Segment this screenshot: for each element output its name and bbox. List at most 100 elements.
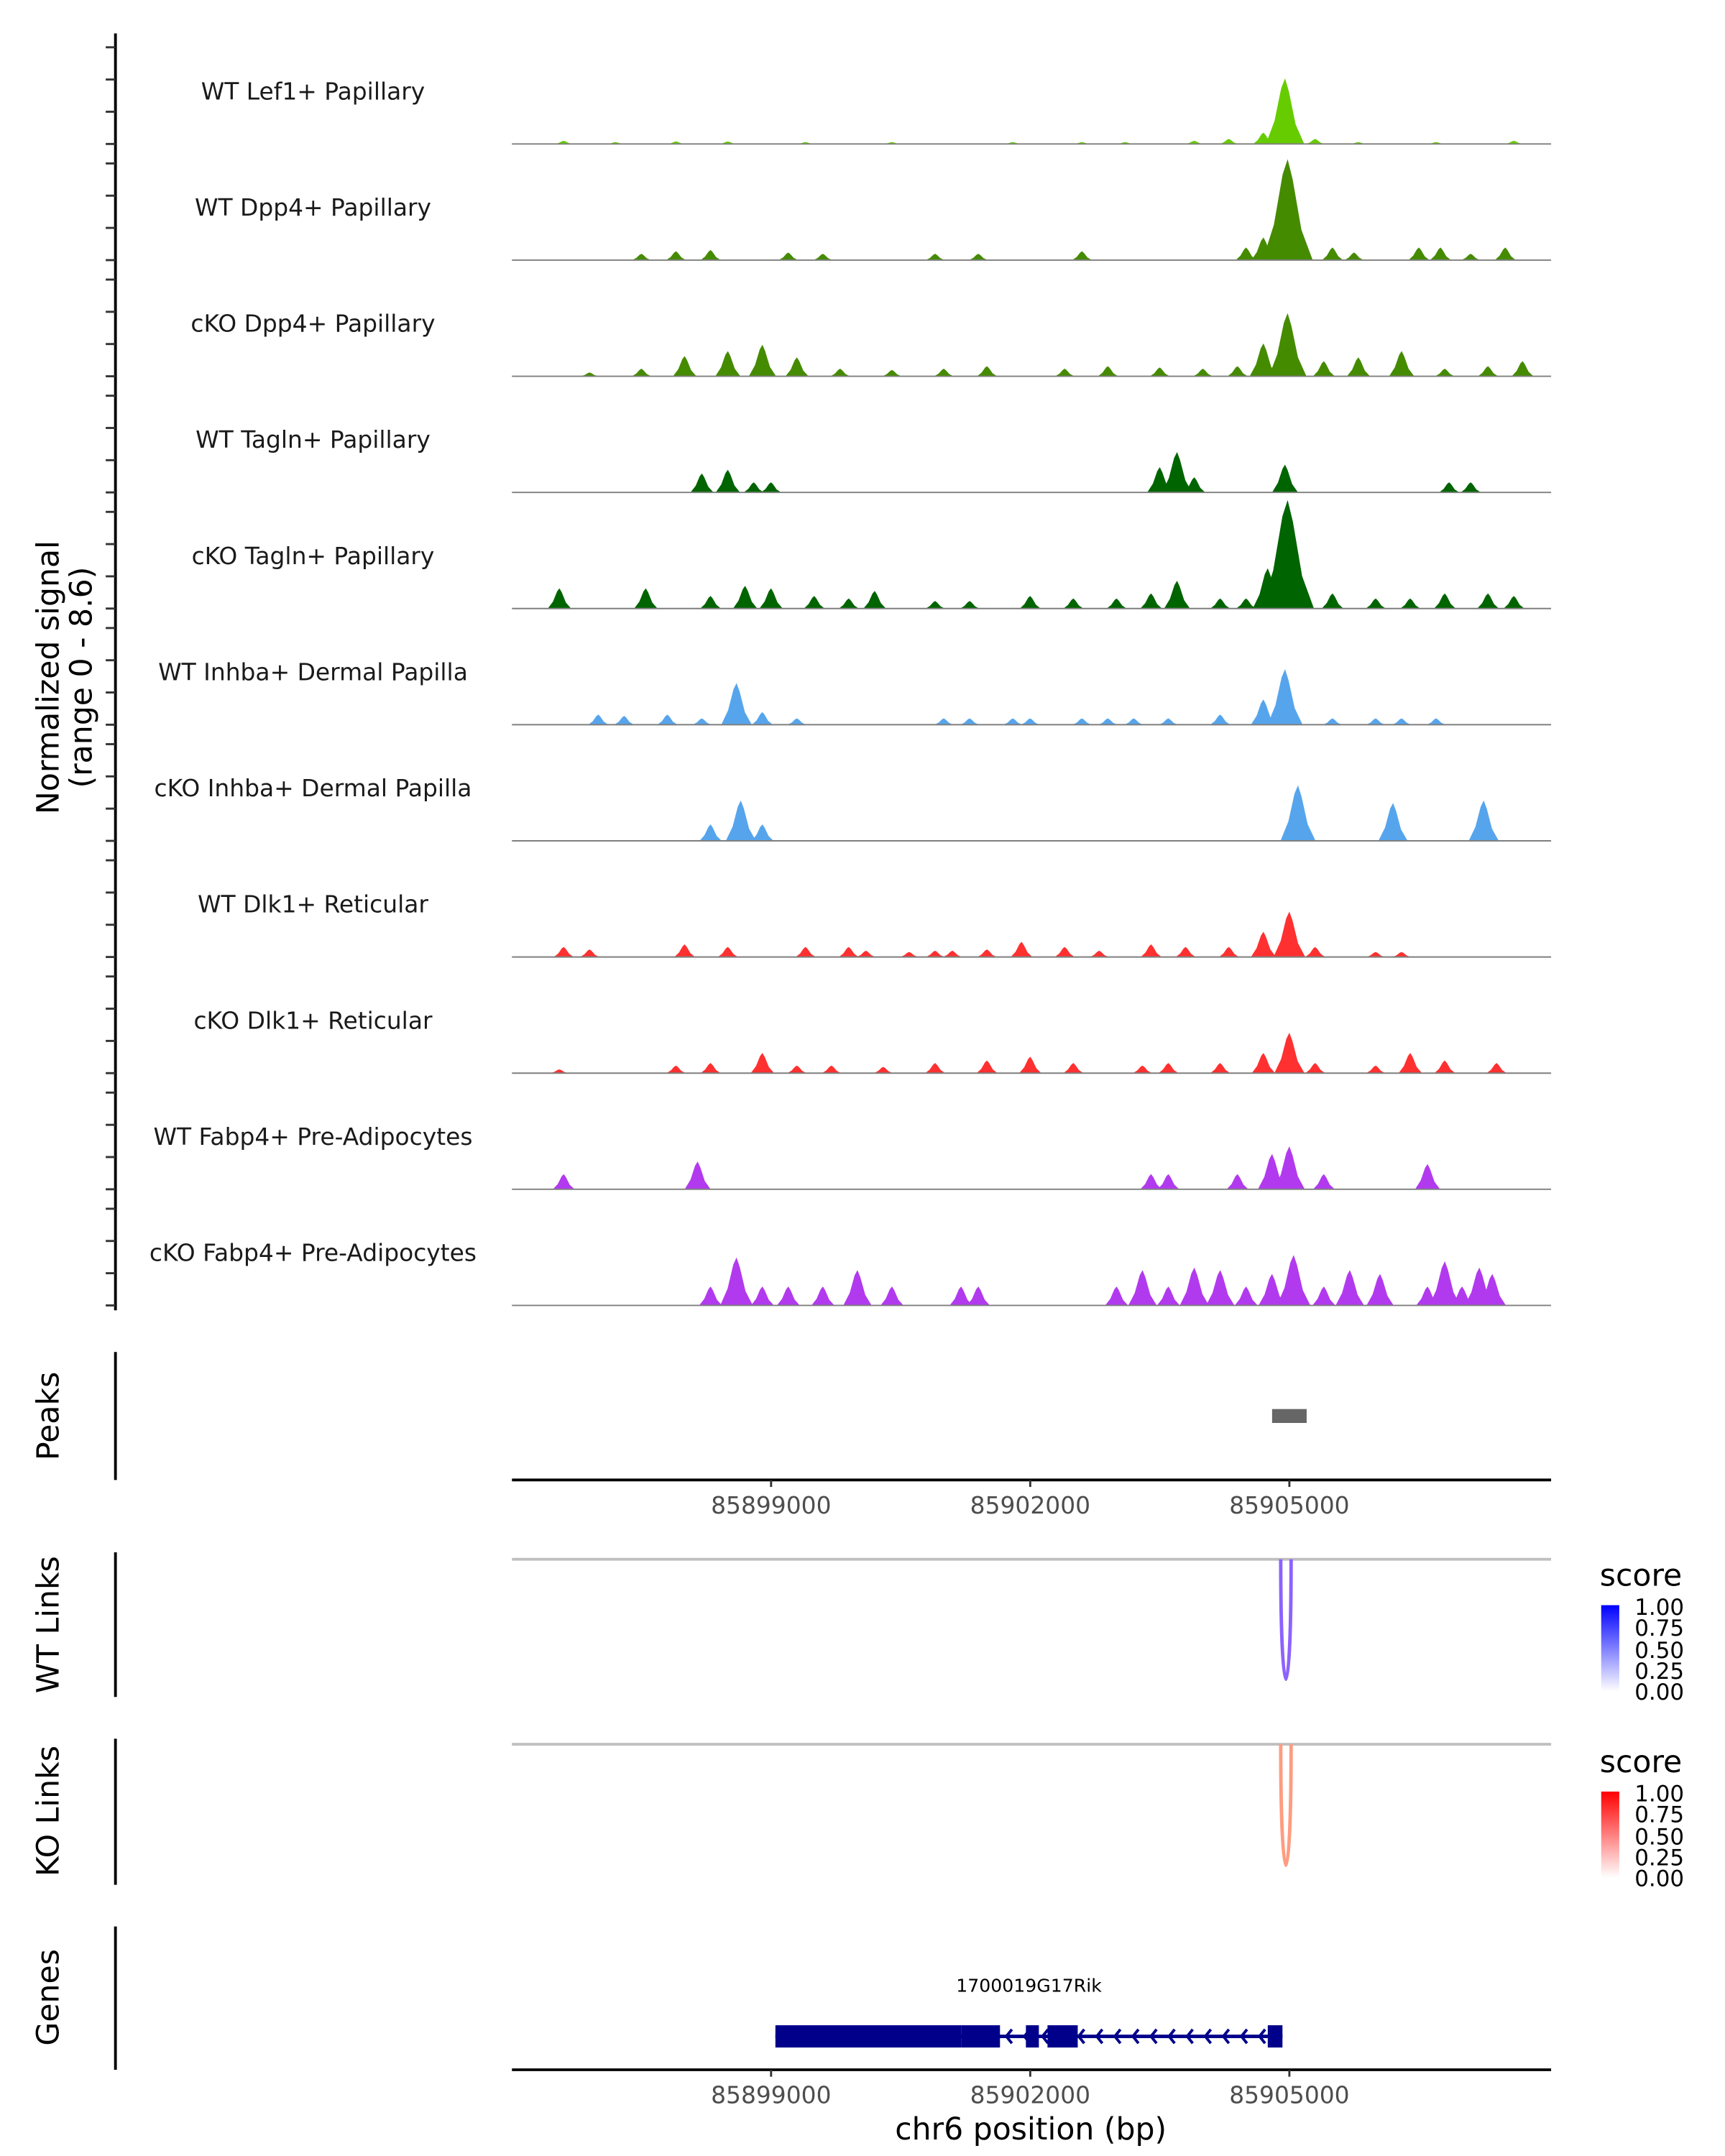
coverage-peak bbox=[1175, 946, 1196, 957]
links-tracks bbox=[512, 1557, 1552, 1867]
coverage-peak bbox=[1063, 1063, 1084, 1074]
coverage-peak bbox=[759, 588, 783, 609]
strand-arrow-icon bbox=[1185, 2028, 1194, 2045]
x-axis-tick-label: 85902000 bbox=[970, 1491, 1090, 1519]
coverage-peak bbox=[1392, 952, 1411, 957]
coverage-peak bbox=[1011, 941, 1033, 957]
strand-arrow-icon bbox=[1040, 2028, 1049, 2045]
coverage-peak bbox=[1218, 946, 1239, 957]
coverage-peak bbox=[1098, 718, 1118, 725]
coverage-peak bbox=[1477, 593, 1499, 609]
coverage-peak bbox=[1149, 367, 1170, 377]
coverage-peak bbox=[804, 596, 825, 609]
coverage-peak bbox=[1312, 1286, 1335, 1306]
coverage-peak bbox=[632, 254, 651, 260]
coverage-track: cKO Dpp4+ Papillary bbox=[190, 310, 1552, 377]
coverage-peak bbox=[813, 254, 832, 260]
coverage-peak bbox=[1251, 1053, 1276, 1074]
coverage-peak bbox=[1366, 1273, 1394, 1306]
strand-arrow-icon bbox=[1077, 2028, 1086, 2045]
coverage-peak bbox=[657, 714, 678, 725]
coverage-peak bbox=[673, 356, 696, 377]
coverage-peak bbox=[1429, 1261, 1461, 1306]
strand-arrow-icon bbox=[1203, 2028, 1213, 2045]
coverage-peak bbox=[1478, 1273, 1506, 1306]
coverage-peak bbox=[977, 366, 998, 377]
gene-exon bbox=[1267, 2025, 1283, 2048]
track-label: WT Dpp4+ Papillary bbox=[195, 193, 431, 221]
coverage-peak bbox=[555, 140, 573, 144]
coverage-peak bbox=[1220, 139, 1238, 144]
coverage-track: cKO Inhba+ Dermal Papilla bbox=[155, 774, 1552, 842]
coverage-peak bbox=[900, 952, 919, 957]
coverage-peak bbox=[1261, 499, 1315, 609]
coverage-peak bbox=[776, 1286, 800, 1306]
peaks-track bbox=[1271, 1409, 1307, 1423]
coverage-peak bbox=[883, 369, 902, 377]
coverage-peak bbox=[880, 1286, 904, 1306]
coverage-peak bbox=[750, 1053, 775, 1074]
ko-legend-tick: 0.75 bbox=[1634, 1802, 1684, 1828]
coverage-peak bbox=[1227, 366, 1248, 377]
coverage-peak bbox=[1072, 718, 1092, 725]
wt-links-label: WT Links bbox=[30, 1556, 66, 1693]
strand-arrow-icon bbox=[1221, 2028, 1230, 2045]
coverage-peak bbox=[960, 718, 980, 725]
coverage-peak bbox=[926, 254, 945, 260]
coverage-peak bbox=[960, 601, 980, 609]
coverage-peak bbox=[700, 249, 721, 260]
coverage-peak bbox=[1018, 1056, 1041, 1074]
track-label: cKO Fabp4+ Pre-Adipocytes bbox=[150, 1239, 477, 1267]
coverage-peak bbox=[1512, 361, 1534, 377]
coverage-peak bbox=[1392, 718, 1412, 725]
coverage-peak bbox=[752, 711, 773, 725]
coverage-peak bbox=[1098, 366, 1118, 377]
coverage-peak bbox=[1366, 718, 1386, 725]
coverage-peak bbox=[1179, 1267, 1210, 1306]
coverage-track: cKO Tagln+ Papillary bbox=[192, 499, 1552, 609]
coverage-peak bbox=[1430, 247, 1451, 260]
peaks-track-label: Peaks bbox=[30, 1372, 66, 1460]
coverage-peak bbox=[1486, 1063, 1507, 1074]
coverage-peak bbox=[1266, 78, 1305, 144]
coverage-peak bbox=[778, 252, 799, 260]
coverage-track: WT Dlk1+ Reticular bbox=[198, 890, 1552, 958]
coverage-peak bbox=[1408, 247, 1430, 260]
track-label: WT Inhba+ Dermal Papilla bbox=[158, 658, 468, 686]
wt-legend-tick: 1.00 bbox=[1634, 1595, 1684, 1621]
coverage-peak bbox=[822, 1065, 842, 1074]
coverage-peak bbox=[1133, 1065, 1152, 1074]
coverage-peak bbox=[1193, 369, 1213, 377]
ko-legend-tick: 0.25 bbox=[1634, 1845, 1684, 1871]
coverage-peak bbox=[1461, 254, 1481, 260]
coverage-peak bbox=[1321, 593, 1344, 609]
coverage-peak bbox=[926, 950, 945, 957]
coverage-peak bbox=[550, 1069, 569, 1074]
track-label: cKO Inhba+ Dermal Papilla bbox=[155, 774, 472, 802]
coverage-peak bbox=[1183, 477, 1205, 493]
ko-legend-tick: 1.00 bbox=[1634, 1781, 1684, 1807]
coverage-peak bbox=[1251, 699, 1276, 725]
coverage-peak bbox=[1158, 1063, 1179, 1074]
coverage-peak bbox=[700, 1063, 721, 1074]
coverage-peak bbox=[1054, 946, 1075, 957]
coverage-peak bbox=[1468, 800, 1499, 841]
coverage-peak bbox=[666, 1065, 686, 1074]
coverage-peak bbox=[1157, 1174, 1179, 1189]
track-label: WT Fabp4+ Pre-Adipocytes bbox=[153, 1123, 472, 1151]
coverage-peak bbox=[830, 369, 850, 377]
coverage-peak bbox=[839, 598, 859, 609]
coverage-peak bbox=[1306, 139, 1325, 144]
coverage-track: WT Lef1+ Papillary bbox=[201, 77, 1552, 145]
coverage-peak bbox=[684, 1161, 711, 1189]
track-label: cKO Tagln+ Papillary bbox=[192, 542, 435, 570]
coverage-peak bbox=[1322, 718, 1343, 725]
track-label: WT Tagln+ Papillary bbox=[196, 425, 431, 453]
coverage-peak bbox=[1273, 911, 1305, 957]
coverage-peak bbox=[969, 254, 988, 260]
coverage-peak bbox=[1185, 140, 1204, 144]
coverage-track: WT Inhba+ Dermal Papilla bbox=[158, 658, 1552, 726]
coverage-peak bbox=[553, 1174, 575, 1189]
gene-exon bbox=[1026, 2025, 1039, 2048]
